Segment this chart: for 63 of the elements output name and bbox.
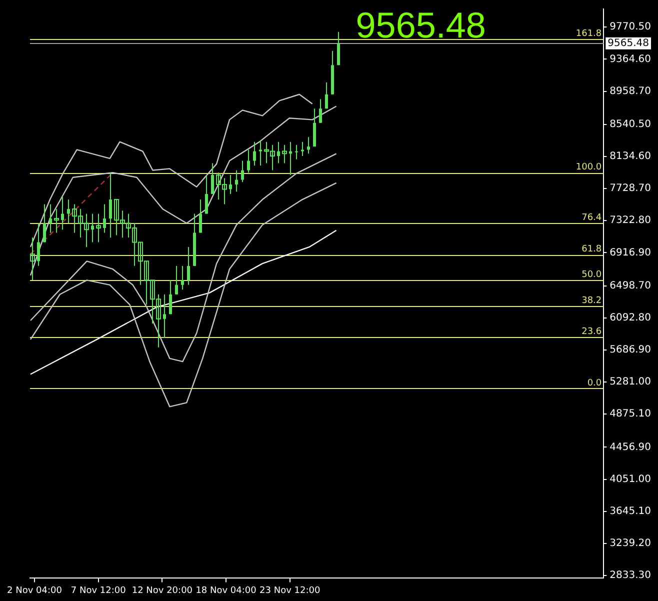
- candlestick: [277, 141, 280, 164]
- y-tick-label: 9770.50: [610, 22, 652, 33]
- candlestick: [61, 196, 64, 230]
- candlestick: [205, 174, 208, 214]
- y-tick-label: 4456.90: [610, 442, 652, 453]
- x-tick-label: 12 Nov 20:00: [132, 586, 193, 596]
- candlestick: [295, 144, 298, 160]
- annotation: 100.0: [576, 162, 602, 172]
- x-tick-label: 23 Nov 12:00: [260, 586, 320, 596]
- candlestick: [67, 199, 70, 224]
- candlestick: [199, 199, 202, 234]
- candlestick: [241, 160, 244, 183]
- annotation: 61.8: [582, 244, 602, 255]
- candlestick: [181, 265, 184, 290]
- candlestick: [235, 170, 238, 192]
- annotation: 161.8: [576, 28, 602, 39]
- y-tick-label: 6916.90: [610, 247, 652, 258]
- y-tick-label: 8540.50: [610, 118, 652, 130]
- x-tick-label: 7 Nov 12:00: [70, 586, 126, 596]
- candlestick: [229, 174, 232, 194]
- annotation: 0.0: [587, 378, 602, 388]
- y-tick-label: 6092.80: [610, 312, 652, 324]
- candlestick: [313, 108, 316, 148]
- y-tick-label: 2833.30: [610, 570, 652, 582]
- y-tick-label: 4875.10: [610, 408, 652, 420]
- y-tick-label: 7322.80: [610, 215, 652, 226]
- candlestick: [163, 294, 166, 338]
- y-tick-label: 6498.70: [610, 280, 652, 292]
- ref-line-label: 9565.48: [608, 38, 650, 49]
- annotation: 50.0: [582, 270, 602, 280]
- annotation: 23.6: [582, 326, 602, 337]
- y-tick-label: 5686.90: [610, 344, 652, 356]
- annotation: 76.4: [582, 213, 602, 224]
- candlestick: [307, 136, 310, 154]
- y-tick-label: 3645.10: [610, 506, 652, 517]
- candlestick: [325, 82, 328, 110]
- candlestick: [187, 246, 190, 286]
- y-tick-label: 9364.60: [610, 54, 652, 65]
- candlestick: [43, 204, 46, 243]
- y-tick-label: 3239.20: [610, 538, 652, 550]
- x-tick-label: 2 Nov 04:00: [7, 586, 62, 596]
- candlestick: [37, 222, 40, 266]
- y-tick-label: 4051.00: [610, 474, 652, 485]
- y-tick-label: 5281.00: [610, 376, 652, 388]
- annotation: 38.2: [582, 296, 602, 306]
- candlestick: [301, 141, 304, 157]
- y-tick-label: 7728.70: [610, 183, 652, 194]
- candlestick: [211, 162, 214, 194]
- candlestick: [319, 98, 322, 124]
- candlestick: [247, 149, 250, 174]
- candlestick: [253, 141, 256, 166]
- candlestick: [91, 213, 94, 243]
- candlestick: [169, 280, 172, 315]
- candlestick: [109, 172, 112, 238]
- annotation: 9565.48: [356, 4, 486, 46]
- candlestick: [259, 140, 262, 166]
- y-tick-label: 8958.70: [610, 86, 652, 97]
- candlestick: [103, 204, 106, 234]
- candlestick: [337, 31, 340, 66]
- candlestick: [175, 265, 178, 295]
- x-tick-label: 18 Nov 04:00: [196, 586, 257, 596]
- candlestick: [49, 204, 52, 234]
- y-tick-label: 8134.60: [610, 151, 652, 162]
